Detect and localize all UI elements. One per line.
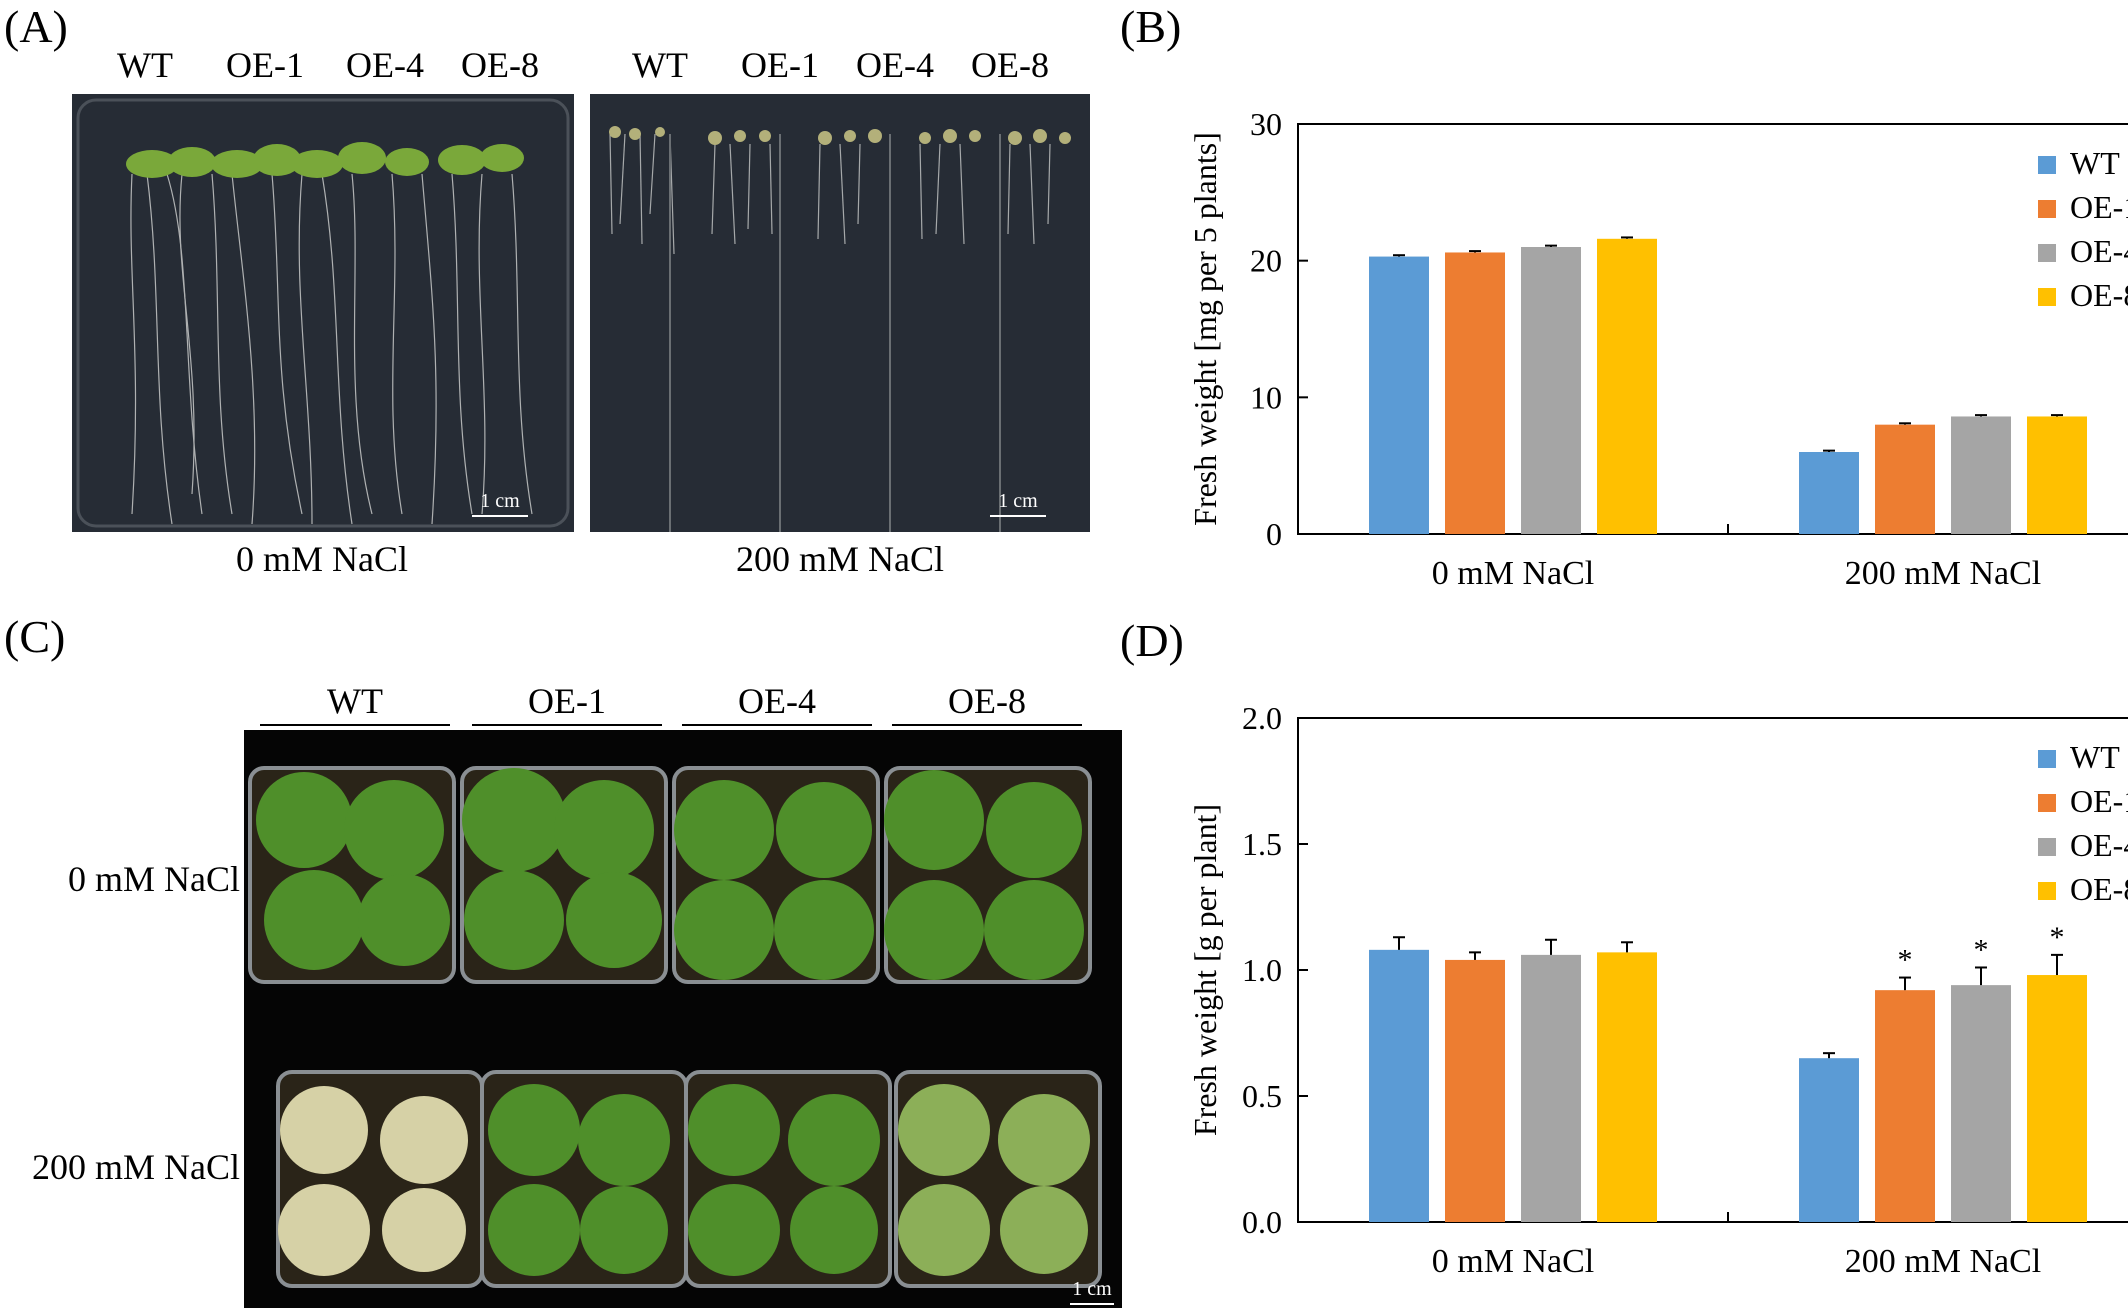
plate2-condition-label: 200 mM NaCl — [735, 539, 944, 579]
panel-letter: (D) — [1120, 615, 1184, 666]
y-tick-label: 2.0 — [1242, 700, 1282, 736]
y-tick-label: 20 — [1250, 243, 1282, 279]
legend-swatch-oe-1 — [2038, 794, 2056, 812]
significance-star: * — [1974, 933, 1989, 966]
panel-letter: (B) — [1120, 1, 1181, 52]
plate2-label-oe8: OE-8 — [971, 45, 1049, 85]
bar-oe-8 — [2027, 975, 2087, 1222]
plate1-label-oe1: OE-1 — [226, 45, 304, 85]
y-tick-label: 1.5 — [1242, 826, 1282, 862]
scale-bar-pots-line — [1070, 1303, 1114, 1305]
plate1-condition-label: 0 mM NaCl — [235, 539, 408, 579]
significance-star: * — [2050, 921, 2065, 954]
scale-bar-plate1-line — [472, 515, 528, 517]
potted-plants-photo: 1 cm — [244, 730, 1122, 1308]
bar-oe-1 — [1445, 959, 1505, 1222]
bar-wt — [1799, 452, 1859, 534]
y-axis-label: Fresh weight [g per plant] — [1187, 804, 1223, 1136]
pot-underline-wt — [260, 724, 450, 726]
seedling-plate-control-drawing — [72, 94, 574, 532]
plate1-label-oe4: OE-4 — [346, 45, 424, 85]
panel-a-letter: (A) — [4, 1, 68, 52]
scale-bar-pots-label: 1 cm — [1072, 1278, 1112, 1300]
y-tick-label: 1.0 — [1242, 952, 1282, 988]
scale-bar-plate1-label: 1 cm — [480, 490, 520, 512]
pot-underline-oe1 — [472, 724, 662, 726]
scale-bar-plate2: 1 cm — [990, 490, 1046, 517]
rosettes-drawing — [256, 768, 1090, 1276]
legend-swatch-oe-4 — [2038, 838, 2056, 856]
bar-oe-1 — [1875, 424, 1935, 534]
y-tick-label: 0.5 — [1242, 1078, 1282, 1114]
bar-oe-8 — [2027, 416, 2087, 534]
bar-oe-1 — [1445, 252, 1505, 534]
pot-label-oe1: OE-1 — [528, 681, 606, 721]
y-tick-label: 10 — [1250, 379, 1282, 415]
significance-star: * — [1898, 944, 1913, 977]
chart-d-fresh-weight-plants: (D) 0.0 0.5 1.0 1.5 2.0 Fresh weight [g per pl… — [1120, 615, 2128, 1280]
legend-label-oe-1: OE-1 — [2070, 783, 2128, 819]
legend-swatch-wt — [2038, 156, 2056, 174]
pot-label-oe8: OE-8 — [948, 681, 1026, 721]
bar-wt — [1369, 949, 1429, 1222]
bar-oe-4 — [1521, 247, 1581, 534]
legend-swatch-oe-1 — [2038, 200, 2056, 218]
legend-label-oe-4: OE-4 — [2070, 827, 2128, 863]
legend-label-wt: WT — [2070, 739, 2120, 775]
bar-oe-4 — [1951, 416, 2011, 534]
bar-oe-4 — [1951, 985, 2011, 1222]
pots-row1-condition-label: 0 mM NaCl — [67, 859, 240, 899]
bar-oe-1 — [1875, 990, 1935, 1222]
plate1-label-oe8: OE-8 — [461, 45, 539, 85]
chart-b-fresh-weight-seedlings: (B) 0 10 20 30 Fresh weight [mg per 5 plants]… — [1120, 1, 2128, 592]
bar-oe-4 — [1521, 954, 1581, 1222]
legend-label-oe-4: OE-4 — [2070, 233, 2128, 269]
legend-label-oe-8: OE-8 — [2070, 277, 2128, 313]
scale-bar-plate2-label: 1 cm — [998, 490, 1038, 512]
legend-swatch-oe-4 — [2038, 244, 2056, 262]
pot-underline-oe8 — [892, 724, 1082, 726]
pot-underline-oe4 — [682, 724, 872, 726]
legend-swatch-oe-8 — [2038, 288, 2056, 306]
seedling-plate-salt-photo: 1 cm — [590, 94, 1090, 532]
legend-swatch-wt — [2038, 750, 2056, 768]
legend-label-oe-8: OE-8 — [2070, 871, 2128, 907]
legend-label-wt: WT — [2070, 145, 2120, 181]
pot-label-oe4: OE-4 — [738, 681, 816, 721]
x-category-label: 200 mM NaCl — [1845, 1243, 2041, 1280]
x-category-label: 200 mM NaCl — [1845, 555, 2041, 592]
pots-row2-condition-label: 200 mM NaCl — [31, 1147, 240, 1187]
seedling-plate-salt-drawing — [590, 94, 1090, 532]
seedling-plate-control-photo: 1 cm — [72, 94, 574, 532]
plate2-label-oe1: OE-1 — [741, 45, 819, 85]
plate1-label-wt: WT — [117, 45, 173, 85]
bar-oe-8 — [1597, 952, 1657, 1222]
scale-bar-plate1: 1 cm — [472, 490, 528, 517]
plate2-label-oe4: OE-4 — [856, 45, 934, 85]
scale-bar-pots: 1 cm — [1070, 1278, 1114, 1305]
bar-oe-8 — [1597, 238, 1657, 535]
y-tick-label: 0 — [1266, 516, 1282, 552]
scale-bar-plate2-line — [990, 515, 1046, 517]
y-tick-label: 0.0 — [1242, 1204, 1282, 1240]
panel-c-letter: (C) — [4, 611, 66, 662]
x-category-label: 0 mM NaCl — [1432, 555, 1594, 592]
plate2-label-wt: WT — [632, 45, 688, 85]
bar-wt — [1369, 256, 1429, 534]
bar-wt — [1799, 1058, 1859, 1222]
x-category-label: 0 mM NaCl — [1432, 1243, 1594, 1280]
legend-swatch-oe-8 — [2038, 882, 2056, 900]
y-axis-label: Fresh weight [mg per 5 plants] — [1187, 132, 1223, 526]
pot-label-wt: WT — [327, 681, 383, 721]
y-tick-label: 30 — [1250, 106, 1282, 142]
legend-label-oe-1: OE-1 — [2070, 189, 2128, 225]
